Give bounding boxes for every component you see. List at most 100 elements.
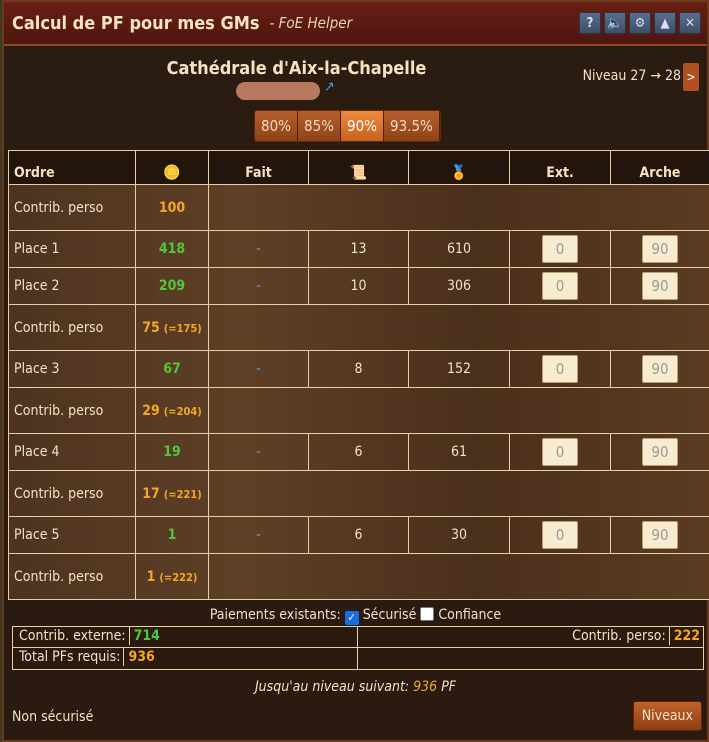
next-level-unit: PF bbox=[441, 679, 457, 695]
levels-button[interactable]: Niveaux bbox=[632, 701, 702, 731]
contrib-cumulative: (=222) bbox=[159, 570, 198, 584]
contrib-value: 17 bbox=[142, 485, 160, 502]
total-value: 936 bbox=[128, 649, 155, 665]
place-row: Place 5 1-6 30 0 90 bbox=[8, 516, 709, 554]
fp-value: 209 bbox=[135, 267, 209, 305]
help-button[interactable]: ? bbox=[579, 12, 601, 34]
arche-input[interactable]: 90 bbox=[642, 438, 678, 466]
ext-input[interactable]: 0 bbox=[542, 272, 578, 300]
header-fait: Fait bbox=[208, 150, 309, 185]
header-arche: Arche bbox=[610, 150, 709, 185]
contrib-value: 29 bbox=[142, 402, 160, 419]
ext-input[interactable]: 0 bbox=[542, 438, 578, 466]
payments-label: Paiements existants: bbox=[209, 607, 341, 623]
summary-table: Contrib. externe: 714 Contrib. perso: 22… bbox=[12, 626, 704, 670]
row-label: Contrib. perso bbox=[8, 470, 136, 517]
contrib-cumulative: (=175) bbox=[163, 321, 202, 335]
row-label: Place 3 bbox=[8, 350, 136, 388]
blueprints-value: 10 bbox=[308, 267, 409, 305]
footer: Paiements existants: ✓ Sécurisé Confianc… bbox=[4, 599, 707, 731]
contrib-value: 100 bbox=[158, 199, 186, 216]
ext-input[interactable]: 0 bbox=[542, 235, 578, 263]
row-label: Contrib. perso bbox=[8, 184, 136, 231]
place-row: Place 4 19-6 61 0 90 bbox=[8, 433, 709, 471]
row-label: Contrib. perso bbox=[8, 553, 136, 600]
level-range: Niveau 27 → 28 bbox=[582, 68, 681, 84]
header-ordre: Ordre bbox=[8, 150, 136, 185]
percent-93-5[interactable]: 93.5% bbox=[384, 111, 440, 141]
done-value: - bbox=[208, 516, 309, 554]
secure-label[interactable]: Sécurisé bbox=[362, 607, 417, 623]
next-level-label: Jusqu'au niveau suivant: bbox=[254, 679, 410, 695]
header-ext: Ext. bbox=[509, 150, 611, 185]
contrib-row: Contrib. perso 100 bbox=[8, 184, 709, 231]
row-label: Contrib. perso bbox=[8, 387, 136, 434]
fp-value: 19 bbox=[135, 433, 209, 471]
blueprints-value: 8 bbox=[308, 350, 409, 388]
medals-value: 306 bbox=[408, 267, 510, 305]
ext-contrib-label: Contrib. externe: bbox=[16, 627, 130, 645]
fp-value: 418 bbox=[135, 230, 209, 268]
blueprints-value: 6 bbox=[308, 433, 409, 471]
medals-value: 152 bbox=[408, 350, 510, 388]
fp-value: 1 bbox=[135, 516, 209, 554]
done-value: - bbox=[208, 230, 309, 268]
ext-input[interactable]: 0 bbox=[542, 355, 578, 383]
player-name-redacted bbox=[236, 82, 320, 100]
ext-input[interactable]: 0 bbox=[542, 521, 578, 549]
contrib-cumulative: (=204) bbox=[163, 404, 202, 418]
trust-checkbox[interactable] bbox=[420, 607, 435, 621]
place-row: Place 3 67-8 152 0 90 bbox=[8, 350, 709, 388]
trust-label[interactable]: Confiance bbox=[438, 607, 502, 623]
contrib-value: 75 bbox=[142, 319, 160, 336]
contrib-row: Contrib. perso 75 (=175) bbox=[8, 304, 709, 351]
perso-contrib-label: Contrib. perso: bbox=[569, 627, 670, 645]
blueprints-value: 13 bbox=[308, 230, 409, 268]
percent-80[interactable]: 80% bbox=[255, 111, 298, 141]
blueprints-value: 6 bbox=[308, 516, 409, 554]
medals-value: 610 bbox=[408, 230, 510, 268]
row-label: Place 1 bbox=[8, 230, 136, 268]
percent-selector: 80% 85% 90% 93.5% bbox=[254, 110, 441, 142]
sound-button[interactable]: 🔈 bbox=[604, 12, 626, 34]
contrib-row: Contrib. perso 1 (=222) bbox=[8, 553, 709, 600]
place-row: Place 2 209-10 306 0 90 bbox=[8, 267, 709, 305]
percent-90[interactable]: 90% bbox=[341, 111, 384, 141]
secure-checkbox[interactable]: ✓ bbox=[344, 611, 359, 625]
window-subtitle: - FoE Helper bbox=[269, 14, 353, 32]
arche-input[interactable]: 90 bbox=[642, 235, 678, 263]
arche-input[interactable]: 90 bbox=[642, 521, 678, 549]
minimize-button[interactable]: ▲ bbox=[654, 12, 676, 34]
contributions-table: Ordre 🪙 Fait 📜 🏅 Ext. Arche Contrib. per… bbox=[8, 150, 709, 600]
external-link-icon[interactable]: ↗ bbox=[324, 79, 335, 95]
contrib-value: 1 bbox=[146, 568, 156, 585]
window-title: Calcul de PF pour mes GMs bbox=[12, 12, 260, 34]
arche-input[interactable]: 90 bbox=[642, 272, 678, 300]
ext-contrib-value: 714 bbox=[133, 628, 160, 644]
row-label: Contrib. perso bbox=[8, 304, 136, 351]
settings-button[interactable]: ⚙ bbox=[629, 12, 651, 34]
title-bar[interactable]: Calcul de PF pour mes GMs - FoE Helper ?… bbox=[4, 2, 707, 46]
fp-value: 67 bbox=[135, 350, 209, 388]
close-button[interactable]: ✕ bbox=[679, 12, 701, 34]
done-value: - bbox=[208, 267, 309, 305]
contrib-cumulative: (=221) bbox=[163, 487, 202, 501]
blueprint-icon: 📜 bbox=[308, 150, 409, 185]
total-label: Total PFs requis: bbox=[16, 648, 125, 666]
security-status: Non sécurisé bbox=[12, 709, 94, 725]
medals-value: 61 bbox=[408, 433, 510, 471]
contrib-row: Contrib. perso 29 (=204) bbox=[8, 387, 709, 434]
row-label: Place 2 bbox=[8, 267, 136, 305]
contrib-row: Contrib. perso 17 (=221) bbox=[8, 470, 709, 517]
next-level-value: 936 bbox=[413, 679, 438, 695]
medal-icon: 🏅 bbox=[408, 150, 510, 185]
forge-points-icon: 🪙 bbox=[135, 150, 209, 185]
row-label: Place 5 bbox=[8, 516, 136, 554]
percent-85[interactable]: 85% bbox=[298, 111, 341, 141]
arche-input[interactable]: 90 bbox=[642, 355, 678, 383]
next-level-button[interactable]: > bbox=[683, 63, 699, 91]
done-value: - bbox=[208, 433, 309, 471]
row-label: Place 4 bbox=[8, 433, 136, 471]
great-building-name: Cathédrale d'Aix-la-Chapelle bbox=[166, 58, 427, 79]
